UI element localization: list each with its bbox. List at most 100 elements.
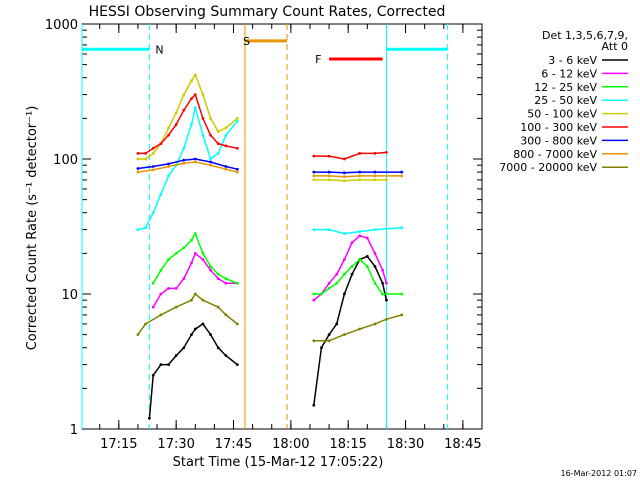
x-tick-label: 18:45: [444, 437, 481, 452]
data-point: [151, 165, 155, 168]
data-point: [193, 327, 197, 331]
data-point: [182, 93, 186, 96]
data-point: [400, 174, 404, 178]
x-tick-label: 18:30: [387, 437, 424, 452]
series-line: [148, 322, 238, 419]
data-point: [327, 174, 331, 178]
data-point: [174, 111, 178, 115]
series-line: [313, 179, 387, 182]
data-point: [182, 277, 186, 281]
data-point: [167, 258, 170, 261]
data-point: [190, 261, 193, 265]
series-line: [137, 107, 238, 231]
y-axis-label: Corrected Count Rate (s⁻¹ detector⁻¹): [25, 106, 40, 351]
data-point: [224, 281, 228, 285]
data-point: [216, 142, 220, 146]
data-point: [167, 363, 170, 366]
data-point: [327, 178, 331, 182]
data-point: [327, 281, 331, 285]
data-point: [358, 258, 362, 261]
data-point: [312, 154, 316, 158]
series-line: [137, 158, 238, 170]
data-point: [373, 152, 377, 155]
data-point: [216, 152, 220, 155]
timestamp: 16-Mar-2012 01:07: [561, 469, 638, 478]
legend-label: 12 - 25 keV: [534, 81, 597, 94]
data-point: [136, 170, 140, 174]
data-point: [235, 322, 239, 326]
data-point: [201, 322, 205, 326]
data-point: [381, 268, 385, 272]
legend-label: 7000 - 20000 keV: [499, 161, 597, 174]
data-point: [216, 277, 220, 281]
x-tick-label: 17:15: [100, 437, 137, 452]
data-point: [358, 174, 362, 178]
data-point: [358, 234, 362, 238]
plot-area: 1 10 100 1000 17:15 17:30 17:45 18:00 18:15 18:30…: [45, 18, 483, 452]
legend-label: 300 - 800 keV: [520, 134, 597, 147]
data-point: [358, 178, 362, 182]
data-point: [381, 292, 385, 296]
data-point: [193, 157, 197, 161]
data-point: [159, 313, 163, 317]
data-point: [201, 298, 205, 302]
flag-label: F: [315, 53, 321, 66]
data-point: [190, 333, 193, 337]
data-point: [174, 354, 178, 357]
data-point: [167, 174, 170, 178]
data-point: [373, 174, 377, 178]
data-point: [350, 241, 354, 245]
data-point: [209, 133, 212, 137]
data-point: [182, 246, 186, 250]
series-line: [137, 93, 238, 155]
data-point: [193, 106, 197, 110]
data-point: [224, 165, 228, 168]
data-point: [144, 157, 147, 161]
data-point: [335, 281, 339, 285]
data-point: [151, 281, 155, 285]
data-point: [385, 281, 388, 285]
data-point: [216, 346, 220, 350]
data-point: [335, 322, 339, 326]
data-point: [235, 363, 239, 366]
data-point: [400, 313, 404, 317]
y-tick-label: 10: [61, 288, 78, 303]
data-point: [235, 116, 239, 120]
data-point: [312, 228, 316, 231]
data-point: [365, 254, 369, 258]
data-point: [193, 251, 197, 255]
data-point: [151, 305, 155, 309]
data-point: [201, 258, 205, 261]
series-line: [152, 231, 238, 284]
y-tick-label: 1: [70, 423, 78, 438]
data-point: [136, 167, 140, 170]
data-point: [167, 287, 170, 290]
data-point: [151, 168, 155, 172]
x-tick-label: 17:45: [215, 437, 252, 452]
data-point: [190, 79, 193, 83]
data-point: [167, 162, 170, 166]
data-point: [224, 167, 228, 171]
data-point: [182, 146, 186, 150]
data-point: [312, 170, 316, 174]
data-point: [193, 73, 197, 77]
data-point: [209, 265, 212, 268]
data-point: [400, 226, 404, 230]
data-point: [201, 251, 205, 255]
data-point: [342, 157, 346, 161]
data-point: [209, 157, 212, 161]
data-point: [144, 152, 147, 155]
data-point: [385, 178, 388, 182]
data-point: [136, 228, 140, 231]
data-point: [224, 126, 228, 130]
data-point: [159, 363, 163, 366]
data-point: [373, 265, 377, 268]
data-point: [136, 157, 140, 161]
data-point: [235, 146, 239, 150]
data-point: [159, 292, 163, 296]
data-point: [235, 167, 239, 171]
data-point: [342, 179, 346, 183]
data-point: [342, 292, 346, 296]
x-tick-label: 18:15: [329, 437, 366, 452]
